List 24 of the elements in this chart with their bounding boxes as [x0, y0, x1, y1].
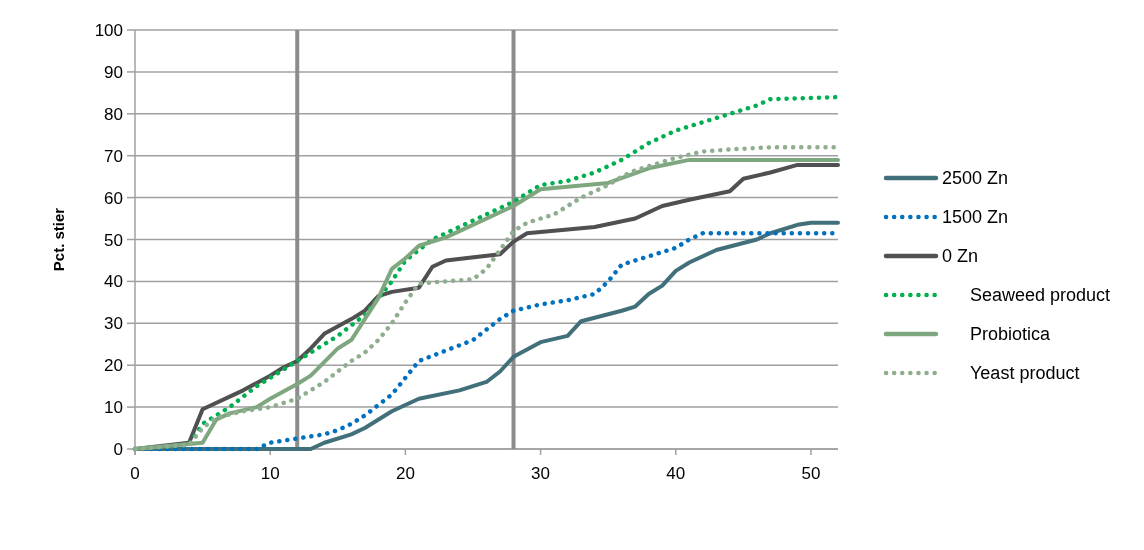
legend-label: Probiotica — [970, 324, 1052, 344]
y-axis-title: Pct. stier — [50, 207, 67, 272]
y-tick-label: 40 — [104, 272, 123, 292]
y-tick-label: 80 — [104, 104, 123, 124]
y-tick-label: 100 — [94, 21, 123, 40]
y-tick-label: 30 — [104, 314, 123, 334]
y-tick-label: 10 — [104, 398, 123, 418]
y-tick-label: 90 — [104, 62, 123, 82]
x-tick-label: 20 — [395, 464, 415, 483]
legend-label: 2500 Zn — [942, 168, 1009, 188]
x-tick-label: 0 — [130, 464, 140, 483]
x-tick-label: 10 — [260, 464, 280, 483]
y-tick-label: 60 — [104, 188, 123, 208]
legend-label: Seaweed product — [970, 285, 1111, 305]
legend-label: Yeast product — [970, 363, 1080, 383]
legend-label: 1500 Zn — [942, 207, 1009, 227]
x-tick-label: 40 — [666, 464, 686, 483]
y-tick-label: 50 — [104, 230, 123, 250]
x-tick-label: 50 — [801, 464, 821, 483]
y-tick-label: 70 — [104, 146, 123, 166]
legend-label: 0 Zn — [942, 246, 979, 266]
y-tick-label: 0 — [113, 440, 123, 459]
x-tick-label: 30 — [531, 464, 551, 483]
y-tick-label: 20 — [104, 356, 123, 376]
